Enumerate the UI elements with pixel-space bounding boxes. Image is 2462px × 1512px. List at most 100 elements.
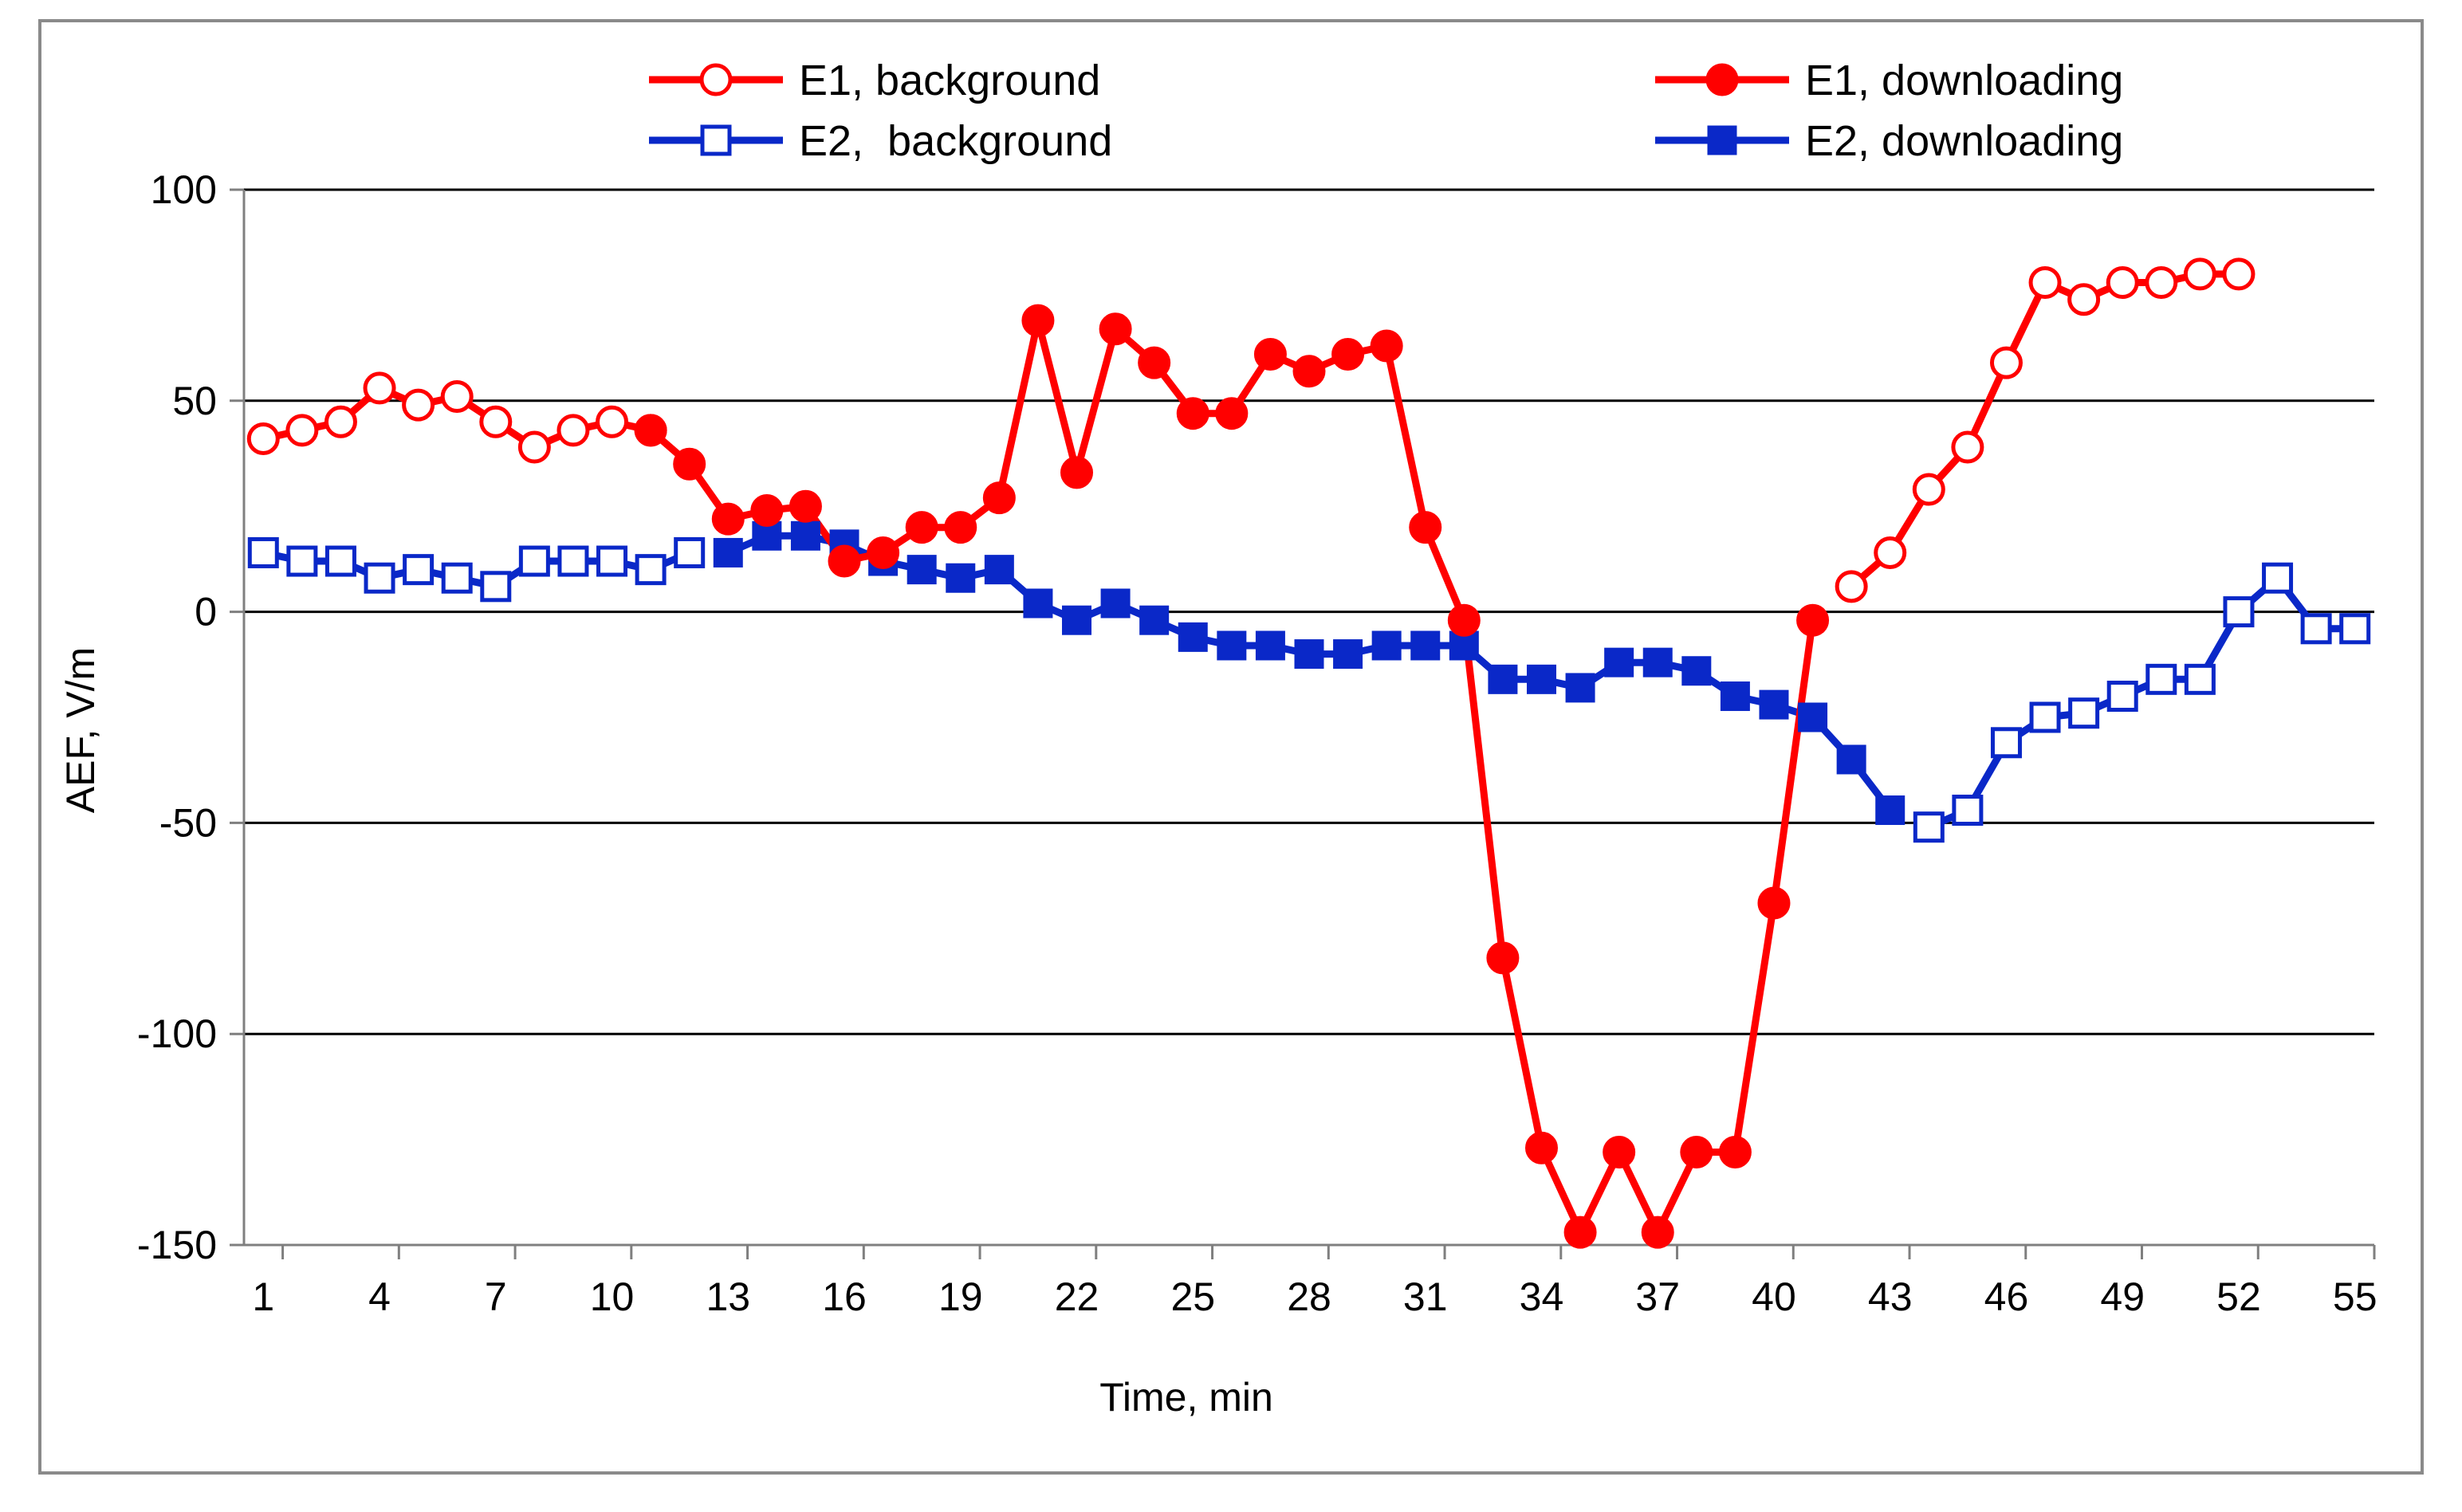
data-point xyxy=(752,520,782,551)
legend-label: E2, background xyxy=(799,117,1112,165)
y-tick-label: 100 xyxy=(151,167,217,212)
data-point xyxy=(2106,681,2138,713)
y-axis-title: AEF, V/m xyxy=(58,647,103,813)
legend-entry: E1, background xyxy=(649,57,1100,104)
data-point xyxy=(1835,570,1868,603)
data-point xyxy=(1099,312,1132,346)
data-point xyxy=(557,414,590,447)
data-point xyxy=(1062,605,1092,635)
data-point xyxy=(1215,397,1249,430)
data-point xyxy=(1371,630,1402,661)
series-line xyxy=(1847,270,2243,591)
data-point xyxy=(1333,639,1363,670)
data-point xyxy=(1370,329,1403,363)
data-point xyxy=(2068,697,2100,729)
data-point xyxy=(1951,430,1984,464)
legend-swatch-marker xyxy=(699,63,733,96)
data-point xyxy=(363,371,396,405)
x-tick-label: 22 xyxy=(1055,1274,1099,1319)
data-point xyxy=(1021,304,1055,337)
data-point xyxy=(2106,266,2139,300)
data-point xyxy=(1989,346,2023,379)
data-point xyxy=(324,545,356,577)
y-tick-label: 0 xyxy=(195,590,217,634)
data-point xyxy=(440,380,474,414)
legend-label: E1, downloading xyxy=(1805,57,2123,104)
legend-swatch-marker xyxy=(700,124,732,156)
data-point xyxy=(557,545,589,577)
data-point xyxy=(596,405,629,438)
data-point xyxy=(907,555,937,585)
data-point xyxy=(403,554,435,586)
data-point xyxy=(441,562,473,594)
data-point xyxy=(1604,647,1634,677)
data-point xyxy=(364,562,395,594)
data-point xyxy=(2183,257,2216,291)
x-tick-label: 10 xyxy=(590,1274,635,1319)
data-point xyxy=(517,430,551,464)
data-point xyxy=(905,511,938,544)
legend-entry: E2, background xyxy=(649,117,1112,165)
x-tick-label: 1 xyxy=(252,1274,274,1319)
series-line xyxy=(724,532,1894,814)
data-point xyxy=(634,414,667,447)
data-point xyxy=(867,536,900,569)
data-point xyxy=(2339,613,2371,645)
data-point xyxy=(1294,639,1324,670)
x-tick-label: 25 xyxy=(1170,1274,1215,1319)
y-tick-label: 50 xyxy=(172,379,217,423)
x-axis-title: Time, min xyxy=(1099,1375,1273,1420)
data-point xyxy=(1449,630,1479,661)
data-point xyxy=(946,563,976,593)
data-point xyxy=(1680,1135,1713,1168)
data-point xyxy=(285,414,319,447)
legend: E1, background E1, downloading E2, backgro… xyxy=(649,57,2123,165)
x-tick-label: 34 xyxy=(1520,1274,1564,1319)
data-point xyxy=(1409,511,1442,544)
x-tick-label: 7 xyxy=(485,1274,507,1319)
x-tick-label: 37 xyxy=(1635,1274,1680,1319)
data-point xyxy=(982,481,1016,515)
data-point xyxy=(2184,663,2216,695)
data-point xyxy=(2223,596,2255,628)
legend-entry: E1, downloading xyxy=(1655,57,2123,104)
data-point xyxy=(1603,1135,1636,1168)
data-point xyxy=(1292,355,1326,388)
legend-label: E1, background xyxy=(799,57,1100,104)
data-point xyxy=(1913,811,1945,843)
data-point xyxy=(1447,603,1481,637)
data-point xyxy=(2300,613,2332,645)
data-point xyxy=(1023,588,1053,619)
data-point xyxy=(1798,702,1828,732)
data-point xyxy=(1255,630,1285,661)
series-group xyxy=(246,257,2371,1249)
data-point xyxy=(1720,681,1750,712)
x-tick-label: 46 xyxy=(1984,1274,2029,1319)
data-point xyxy=(711,502,745,536)
data-point xyxy=(635,554,667,586)
data-point xyxy=(1563,1215,1597,1249)
data-point xyxy=(674,536,706,568)
data-point xyxy=(1253,338,1287,371)
data-point xyxy=(2145,266,2178,300)
data-point xyxy=(750,493,784,527)
x-tick-label: 4 xyxy=(368,1274,391,1319)
data-point xyxy=(789,489,822,523)
chart-frame xyxy=(38,19,2424,1475)
data-point xyxy=(713,537,743,567)
y-tick-label: -150 xyxy=(137,1223,217,1267)
data-point xyxy=(1759,689,1789,720)
data-point xyxy=(673,447,706,481)
data-point xyxy=(1060,456,1094,489)
data-point xyxy=(2145,663,2177,695)
data-point xyxy=(984,555,1014,585)
data-point xyxy=(324,405,357,438)
data-point xyxy=(2029,701,2061,733)
x-tick-label: 16 xyxy=(822,1274,867,1319)
data-point xyxy=(1874,536,1907,569)
data-point xyxy=(1526,664,1556,694)
data-point xyxy=(1100,588,1131,619)
legend-swatch-marker xyxy=(1707,125,1737,155)
data-point xyxy=(1718,1135,1752,1168)
